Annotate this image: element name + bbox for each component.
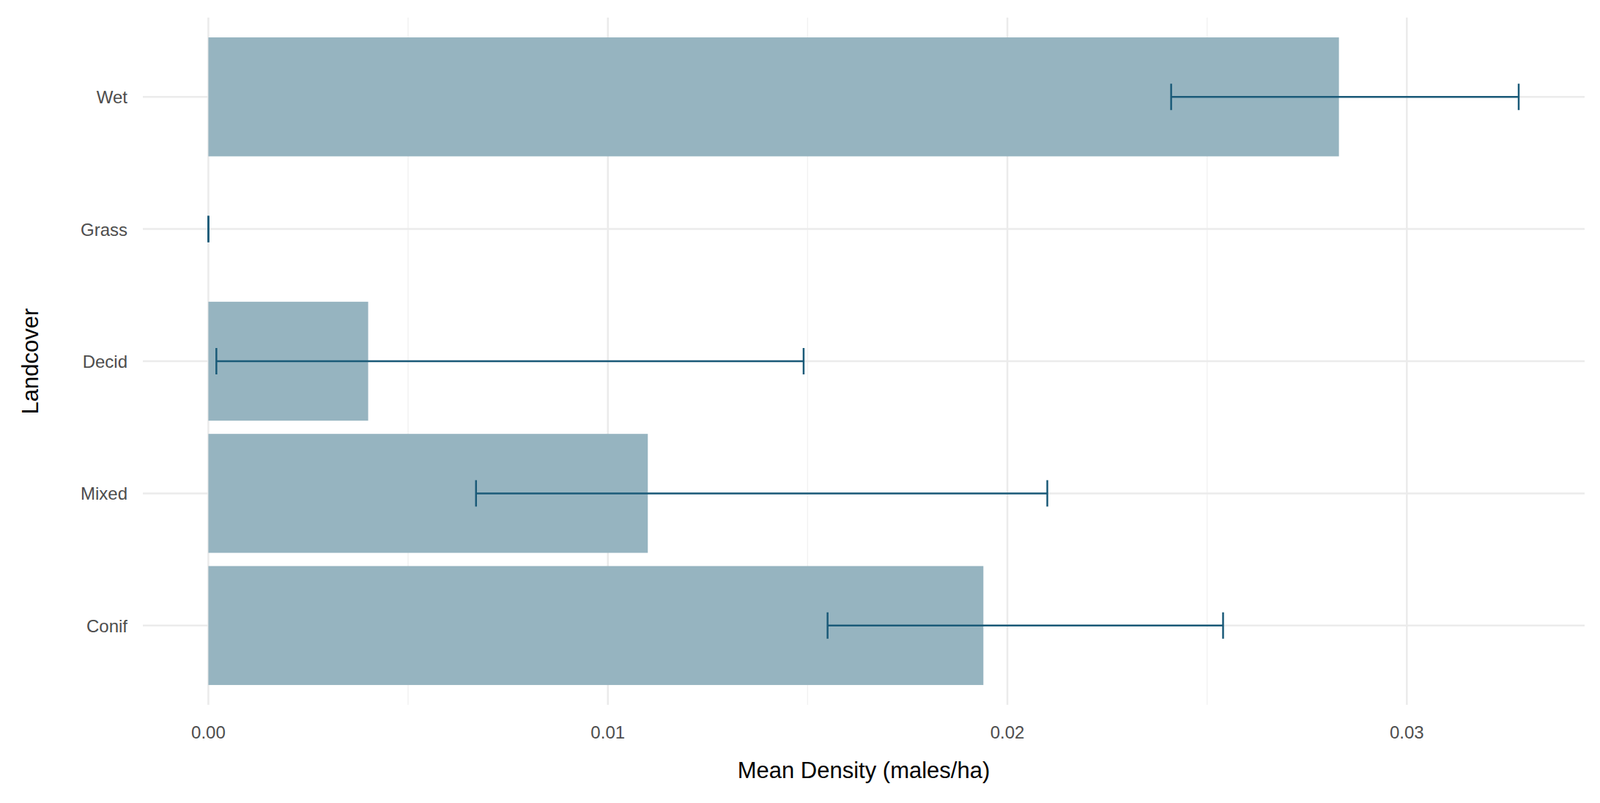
error-cap — [1221, 612, 1225, 639]
category-label: Wet — [96, 87, 129, 107]
error-bar — [1171, 83, 1519, 110]
bar — [208, 37, 1339, 157]
axis-title: Mean Density (males/ha) — [737, 757, 991, 784]
error-bar — [476, 479, 1048, 507]
error-cap — [1517, 83, 1521, 110]
error-bar — [827, 612, 1224, 639]
category-label: Mixed — [80, 483, 128, 504]
category-label: Decid — [82, 351, 128, 372]
error-bar — [208, 216, 209, 243]
tick-label: 0.01 — [590, 722, 625, 743]
category-label: Grass — [80, 219, 128, 240]
error-cap — [215, 347, 218, 375]
tick-label: 0.02 — [990, 722, 1025, 743]
error-cap — [475, 479, 478, 507]
error-cap — [207, 216, 210, 243]
error-line — [476, 492, 1048, 495]
axis-title: Landcover — [17, 308, 44, 415]
bar — [208, 169, 209, 288]
tick-label: 0.00 — [191, 722, 226, 743]
grid-line — [142, 227, 1585, 231]
error-cap — [207, 216, 210, 243]
error-cap — [1046, 479, 1049, 507]
error-cap — [826, 612, 829, 639]
grid — [142, 17, 1585, 705]
grid-line — [142, 360, 1585, 363]
error-cap — [802, 347, 806, 375]
error-cap — [1169, 83, 1173, 110]
error-line — [827, 624, 1224, 628]
error-line — [216, 360, 804, 363]
category-label: Conif — [86, 616, 128, 636]
error-bar — [216, 347, 804, 375]
error-line — [1171, 95, 1519, 99]
chart: 0.00 0.01 0.02 0.03 Wet Grass Decid Mixed Conif M… — [0, 0, 1600, 803]
plot-area — [208, 37, 1519, 685]
tick-label: 0.03 — [1389, 722, 1425, 743]
